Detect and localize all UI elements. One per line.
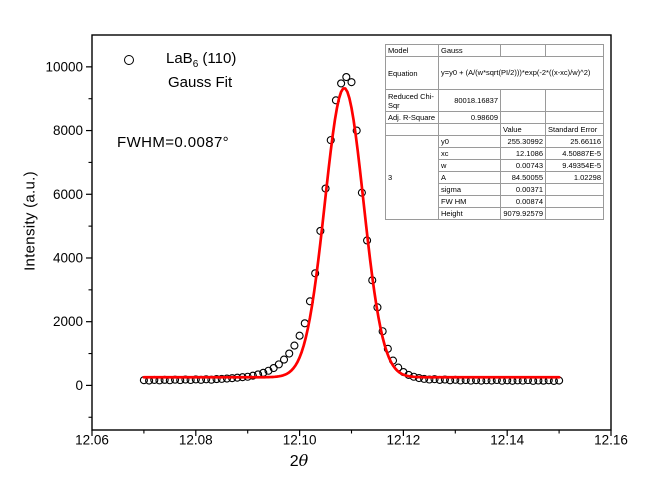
legend-label-data: LaB6 (110) (166, 50, 236, 70)
empty-cell (500, 44, 546, 57)
dataset-id-cell: 3 (385, 135, 439, 220)
param-name-cell: FW HM (438, 195, 501, 208)
equation-value-cell: y=y0 + (A/(w*sqrt(PI/2)))*exp(-2*((x-xc)… (438, 56, 604, 90)
data-point (212, 375, 221, 384)
legend-label-data-suffix: (110) (198, 50, 237, 67)
adj-rsquare-value-cell: 0.98609 (438, 111, 501, 124)
x-tick-label: 12.08 (179, 433, 213, 448)
empty-cell (500, 111, 546, 124)
empty-cell (545, 44, 604, 57)
x-tick-label: 12.12 (387, 433, 421, 448)
param-name-cell: Height (438, 207, 501, 220)
data-point (202, 375, 211, 384)
data-point (248, 371, 257, 380)
data-point (217, 374, 226, 383)
adj-rsquare-row: Adj. R-Square 0.98609 (385, 111, 604, 124)
x-tick-label: 12.06 (75, 433, 109, 448)
data-point (285, 349, 294, 358)
empty-cell (438, 123, 501, 136)
param-value-cell: 0.00874 (500, 195, 546, 208)
param-stderr-cell: 4.50887E-5 (545, 147, 604, 160)
legend-label-data-prefix: LaB (166, 50, 193, 67)
model-row: Model Gauss (385, 44, 604, 57)
param-value-cell: 12.1086 (500, 147, 546, 160)
x-axis-title: 2θ (290, 451, 309, 471)
x-axis-title-number: 2 (289, 453, 299, 470)
y-axis-title: Intensity (a.u.) (21, 171, 39, 271)
data-point (279, 355, 289, 364)
reduced-chisqr-label-cell: Reduced Chi-Sqr (385, 89, 439, 112)
reduced-chisqr-value-cell: 80018.16837 (438, 89, 501, 112)
data-point (342, 72, 351, 82)
x-tick-label: 12.16 (594, 433, 628, 448)
column-header-row: Value Standard Error (385, 123, 604, 136)
equation-label-cell: Equation (385, 56, 439, 90)
empty-cell (545, 111, 604, 124)
legend-fit-line-icon (121, 81, 166, 84)
reduced-chisqr-row: Reduced Chi-Sqr 80018.16837 (385, 89, 604, 112)
y-tick-label: 8000 (53, 123, 83, 138)
y-tick-label: 4000 (53, 250, 83, 265)
data-point (337, 79, 346, 88)
y-tick-label: 2000 (53, 314, 83, 329)
theta-symbol: θ (298, 451, 309, 470)
param-stderr-cell: 25.66116 (545, 135, 604, 148)
param-value-cell: 0.00371 (500, 183, 546, 196)
data-point (274, 360, 283, 369)
data-point (191, 375, 200, 384)
legend-scatter-marker-icon (124, 55, 134, 65)
param-row: A 84.50055 1.02298 (386, 171, 604, 184)
param-stderr-cell: 1.02298 (545, 171, 604, 184)
legend-label-fit: Gauss Fit (168, 74, 233, 91)
data-point (347, 78, 356, 87)
param-value-cell: 255.30992 (500, 135, 546, 148)
data-point (430, 375, 439, 384)
plot-border (91, 34, 612, 431)
param-stderr-cell (545, 207, 604, 220)
model-label-cell: Model (385, 44, 439, 57)
param-value-cell: 84.50055 (500, 171, 546, 184)
value-column-header-cell: Value (500, 123, 546, 136)
data-point (420, 374, 429, 383)
data-point (290, 341, 299, 350)
y-tick-label: 6000 (53, 187, 83, 202)
y-tick-label: 10000 (45, 59, 83, 74)
param-value-cell: 0.00743 (500, 159, 546, 172)
y-tick-label: 0 (75, 378, 83, 393)
plot-frame (91, 34, 612, 431)
model-value-cell: Gauss (438, 44, 501, 57)
equation-row: Equation y=y0 + (A/(w*sqrt(PI/2)))*exp(-… (385, 56, 604, 90)
adj-rsquare-label-cell: Adj. R-Square (385, 111, 439, 124)
empty-cell (545, 89, 604, 112)
fit-results-table: Model Gauss Equation y=y0 + (A/(w*sqrt(P… (385, 44, 604, 220)
data-point (295, 331, 304, 340)
param-name-cell: A (438, 171, 501, 184)
param-stderr-cell (545, 195, 604, 208)
param-name-cell: w (438, 159, 501, 172)
axis-tick-labels: 12.06 12.08 12.10 12.12 12.14 12.16 0 2000 4000 6… (45, 59, 627, 447)
param-stderr-cell: 9.49354E-5 (545, 159, 604, 172)
fit-line (142, 87, 561, 379)
empty-cell (385, 123, 439, 136)
legend-label-data-subscript: 6 (192, 59, 199, 70)
data-points (139, 72, 564, 385)
param-name-cell: sigma (438, 183, 501, 196)
gauss-fit-curve (142, 87, 561, 379)
param-name-cell: xc (438, 147, 501, 160)
param-row: 3 y0 255.30992 25.66116 (385, 135, 604, 220)
param-stderr-cell (545, 183, 604, 196)
param-row: Height 9079.92579 (386, 207, 604, 220)
fwhm-annotation: FWHM=0.0087° (117, 134, 230, 151)
x-tick-label: 12.10 (283, 433, 317, 448)
x-tick-label: 12.14 (490, 433, 524, 448)
empty-cell (500, 89, 546, 112)
param-name-cell: y0 (438, 135, 501, 148)
param-value-cell: 9079.92579 (500, 207, 546, 220)
stderr-column-header-cell: Standard Error (545, 123, 604, 136)
